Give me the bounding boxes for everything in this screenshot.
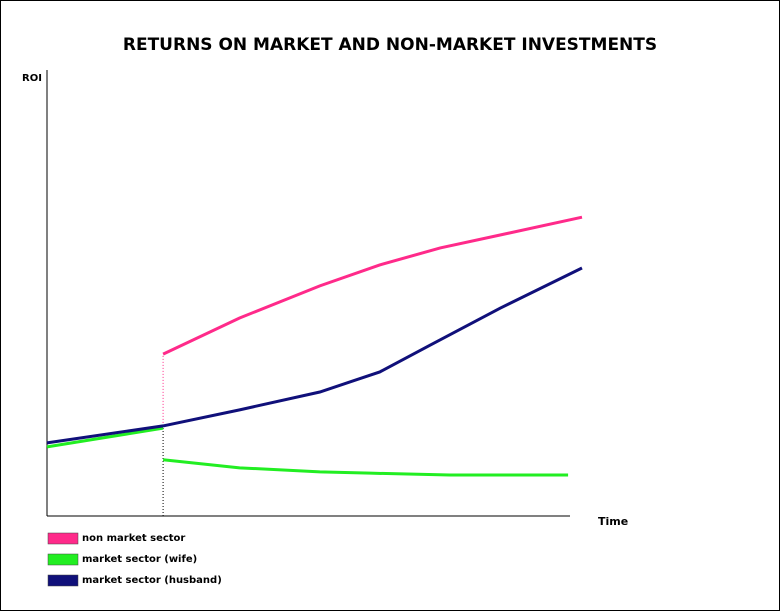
legend-label: market sector (husband) [82, 575, 222, 586]
x-axis-label: Time [598, 515, 628, 528]
series-line [46, 426, 164, 449]
series-line [162, 215, 583, 356]
series-line [162, 458, 569, 477]
series-line [46, 266, 583, 445]
y-axis-label: ROI [22, 73, 42, 84]
legend-label: non market sector [82, 533, 185, 544]
legend-label: market sector (wife) [82, 554, 197, 565]
legend-swatch [47, 532, 79, 545]
legend-swatch [47, 574, 79, 587]
legend-swatch [47, 553, 79, 566]
chart-title: RETURNS ON MARKET AND NON-MARKET INVESTM… [123, 35, 657, 55]
